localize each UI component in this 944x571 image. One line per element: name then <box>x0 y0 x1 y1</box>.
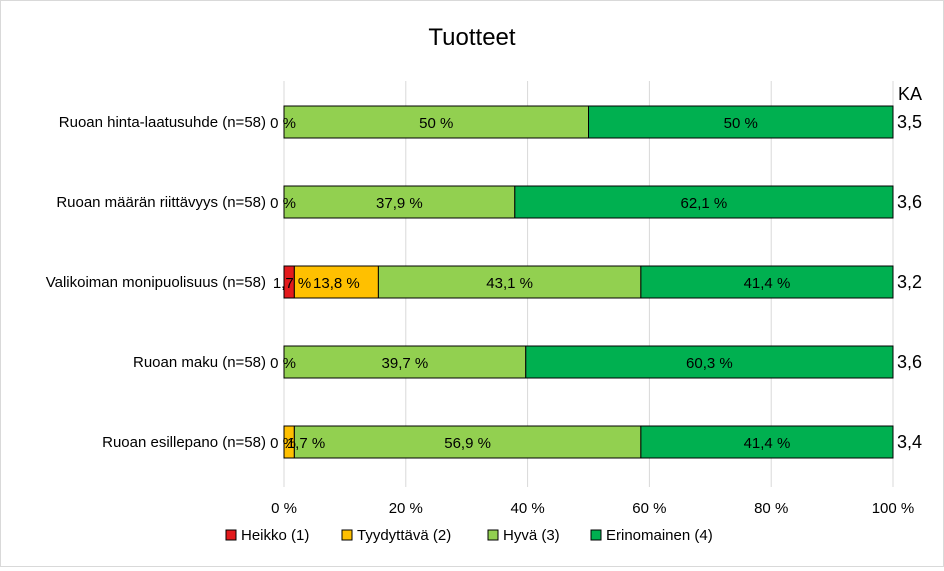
data-label: 37,9 % <box>376 195 423 212</box>
legend-label: Erinomainen (4) <box>606 527 713 544</box>
x-tick-label: 80 % <box>754 500 788 517</box>
category-label: Valikoiman monipuolisuus (n=58) <box>46 274 266 291</box>
bar-segment <box>293 265 379 299</box>
legend-swatch <box>487 529 499 541</box>
bar-segment <box>377 265 642 299</box>
data-label: 62,1 % <box>681 195 728 212</box>
data-label: 1,7 % <box>273 275 311 292</box>
data-label: 56,9 % <box>444 435 491 452</box>
legend-swatch <box>341 529 353 541</box>
x-tick-label: 100 % <box>872 500 915 517</box>
legend-swatch <box>225 529 237 541</box>
data-labels: 0 % 50 % 50 %0 % 37,9 % 62,1 %1,7 % 13,8 % 43,… <box>270 115 790 452</box>
ka-value: 3,6 <box>897 352 922 372</box>
legend-label: Hyvä (3) <box>503 527 560 544</box>
data-label: 0 % <box>270 435 296 452</box>
legend-swatch <box>590 529 602 541</box>
data-label: 50 % <box>419 115 453 132</box>
x-tick-label: 60 % <box>632 500 666 517</box>
bar-segment <box>283 345 527 379</box>
x-tick-label: 20 % <box>389 500 423 517</box>
ka-value: 3,4 <box>897 432 922 452</box>
category-label: Ruoan maku (n=58) <box>133 354 266 371</box>
category-label: Ruoan esillepano (n=58) <box>102 434 266 451</box>
ka-value: 3,5 <box>897 112 922 132</box>
bar-segment <box>514 185 894 219</box>
legend-label: Tyydyttävä (2) <box>357 527 451 544</box>
bar-segment <box>525 345 894 379</box>
x-tick-label: 40 % <box>510 500 544 517</box>
data-label: 50 % <box>724 115 758 132</box>
data-label: 39,7 % <box>382 355 429 372</box>
ka-header: KA <box>898 84 922 104</box>
bars <box>283 105 894 459</box>
x-tick-label: 0 % <box>271 500 297 517</box>
data-label: 1,7 % <box>287 435 325 452</box>
chart-title: Tuotteet <box>428 24 515 51</box>
data-label: 0 % <box>270 115 296 132</box>
ka-values: 3,5 3,6 3,2 3,6 3,4 <box>897 112 922 452</box>
data-label: 41,4 % <box>744 435 791 452</box>
bar-segment <box>283 105 589 139</box>
ka-value: 3,6 <box>897 192 922 212</box>
data-label: 13,8 % <box>313 275 360 292</box>
data-label: 41,4 % <box>744 275 791 292</box>
bar-segment <box>640 265 894 299</box>
data-label: 43,1 % <box>486 275 533 292</box>
ka-value: 3,2 <box>897 272 922 292</box>
legend: Heikko (1) Tyydyttävä (2) Hyvä (3) Erinomai… <box>225 527 713 544</box>
category-label: Ruoan hinta-laatusuhde (n=58) <box>59 114 266 131</box>
category-labels: Ruoan hinta-laatusuhde (n=58) Ruoan määrä… <box>46 114 266 451</box>
legend-label: Heikko (1) <box>241 527 309 544</box>
data-label: 0 % <box>270 195 296 212</box>
data-label: 60,3 % <box>686 355 733 372</box>
x-axis-ticks: 0 % 20 % 40 % 60 % 80 % 100 % <box>271 500 914 517</box>
bar-segment <box>293 425 642 459</box>
bar-segment <box>640 425 894 459</box>
bar-segment <box>588 105 894 139</box>
data-label: 0 % <box>270 355 296 372</box>
category-label: Ruoan määrän riittävyys (n=58) <box>56 194 266 211</box>
